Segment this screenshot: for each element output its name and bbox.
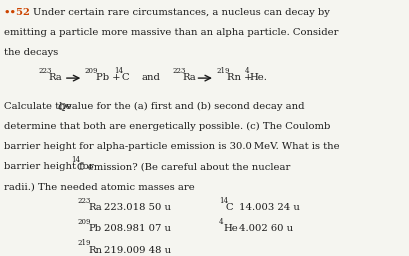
Text: 209: 209	[77, 218, 91, 226]
Text: determine that both are energetically possible. (c) The Coulomb: determine that both are energetically po…	[4, 122, 330, 131]
Text: 14: 14	[219, 197, 228, 205]
Text: 4: 4	[245, 67, 249, 75]
Text: He.: He.	[249, 73, 267, 82]
Text: Under certain rare circumstances, a nucleus can decay by: Under certain rare circumstances, a nucl…	[33, 8, 330, 17]
Text: barrier height for alpha-particle emission is 30.0 MeV. What is the: barrier height for alpha-particle emissi…	[4, 142, 339, 151]
Text: 209: 209	[84, 67, 98, 75]
Text: ••52: ••52	[4, 8, 31, 17]
Text: 223: 223	[39, 67, 52, 75]
Text: C emission? (Be careful about the nuclear: C emission? (Be careful about the nuclea…	[77, 163, 291, 172]
Text: He: He	[223, 224, 238, 233]
Text: C: C	[121, 73, 129, 82]
Text: 208.981 07 u: 208.981 07 u	[104, 224, 171, 233]
Text: Pb: Pb	[88, 224, 101, 233]
Text: 14: 14	[71, 156, 80, 164]
Text: 219: 219	[77, 239, 91, 247]
Text: 14.003 24 u: 14.003 24 u	[239, 203, 300, 212]
Text: Pb +: Pb +	[96, 73, 124, 82]
Text: Ra: Ra	[183, 73, 196, 82]
Text: 14: 14	[114, 67, 123, 75]
Text: barrier height for: barrier height for	[4, 163, 97, 172]
Text: and: and	[142, 73, 160, 82]
Text: Calculate the: Calculate the	[4, 102, 74, 111]
Text: the decays: the decays	[4, 48, 58, 57]
Text: 223.018 50 u: 223.018 50 u	[104, 203, 171, 212]
Text: 4.002 60 u: 4.002 60 u	[239, 224, 293, 233]
Text: radii.) The needed atomic masses are: radii.) The needed atomic masses are	[4, 183, 195, 192]
Text: Ra: Ra	[48, 73, 62, 82]
Text: 219.009 48 u: 219.009 48 u	[104, 246, 171, 255]
Text: 223: 223	[172, 67, 186, 75]
Text: 219: 219	[216, 67, 229, 75]
Text: value for the (a) first and (b) second decay and: value for the (a) first and (b) second d…	[63, 102, 305, 111]
Text: C: C	[225, 203, 233, 212]
Text: Q: Q	[57, 102, 65, 111]
Text: Ra: Ra	[88, 203, 102, 212]
Text: Rn: Rn	[88, 246, 102, 255]
Text: 4: 4	[219, 218, 223, 226]
Text: emitting a particle more massive than an alpha particle. Consider: emitting a particle more massive than an…	[4, 28, 338, 37]
Text: 223: 223	[77, 197, 91, 205]
Text: Rn +: Rn +	[227, 73, 255, 82]
